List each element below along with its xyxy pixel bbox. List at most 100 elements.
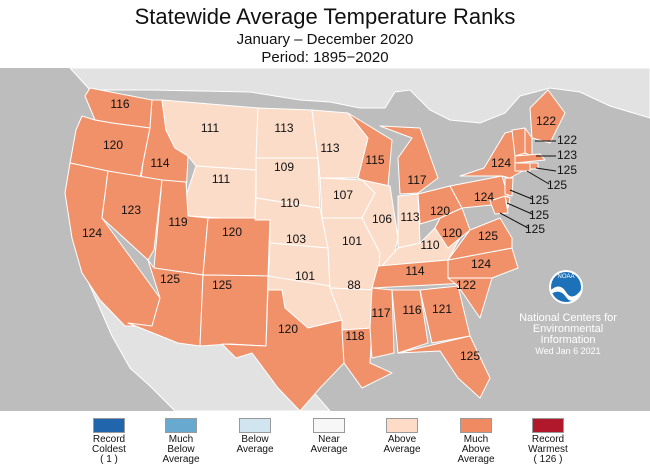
rank-label-tn: 114 [405,264,424,278]
noaa-logo-text: NOAA [557,274,574,280]
northeast-leader-lines [499,140,557,229]
rank-label-ok: 101 [295,269,315,283]
rank-label-va: 125 [478,229,498,243]
state-oh [417,185,463,225]
state-me [529,89,566,144]
legend-swatch [313,418,345,433]
state-nv [101,170,163,261]
rank-label-wv: 120 [442,226,462,240]
rank-label-nm: 125 [212,278,232,292]
legend-swatch [386,418,418,433]
rank-label-me: 122 [536,114,556,128]
rank-label-mi: 117 [407,173,426,187]
rank-label-nc: 124 [471,257,491,271]
rank-label-co: 120 [222,225,242,239]
noaa-logo: NOAA [549,270,583,304]
legend-item-above: Above Average [367,418,437,455]
legend-item-much-above: Much Above Average [441,418,511,465]
leader-line [506,202,533,215]
rank-label-oh: 120 [430,204,450,218]
map-title: Statewide Average Temperature Ranks [134,4,516,29]
state-nj [504,177,514,197]
rank-label-md: 125 [525,222,545,236]
rank-label-al: 116 [402,303,421,317]
rank-label-wi: 115 [365,153,384,167]
legend-label: Near Average [310,434,348,455]
rank-label-pa: 124 [474,190,494,204]
credit-line-2: Environmental [532,323,604,335]
rank-label-sc: 122 [456,278,476,292]
canada-land [69,68,650,124]
state-nm [199,274,269,347]
legend-item-near: Near Average [294,418,364,455]
rank-label-id: 114 [150,156,169,170]
rank-label-wa: 116 [110,97,129,111]
rank-label-wy: 111 [212,172,231,186]
rank-label-il: 106 [372,212,392,226]
rank-label-nj: 125 [529,193,549,207]
state-ms [369,287,395,359]
state-mi [379,125,439,195]
map-period: Period: 1895−2020 [261,49,389,66]
legend-swatch [239,418,271,433]
rank-label-ct: 125 [547,178,567,192]
rank-label-fl: 125 [460,349,480,363]
rank-label-ky: 110 [420,238,439,252]
rank-label-ma: 123 [557,148,577,162]
leader-line [535,167,557,172]
state-al [391,289,429,354]
state-vt [511,127,526,157]
legend-swatch [532,418,564,433]
rank-label-mt: 111 [201,121,220,135]
state-ct [514,162,531,172]
rank-label-ne: 110 [280,196,299,210]
legend-label: Above Average [383,434,421,455]
rank-label-az: 125 [160,272,180,286]
legend-label: Below Average [236,434,274,455]
credit-line-3: Information [540,334,596,346]
leader-line [526,170,550,185]
map-subtitle: January – December 2020 [236,31,414,48]
rank-label-sd: 109 [274,160,294,174]
credit-date: Wed Jan 6 2021 [535,346,601,356]
legend-swatch [165,418,197,433]
rank-label-ut: 119 [168,215,187,229]
leader-line [509,189,533,200]
legend-item-record-warmest: Record Warmest ( 126 ) [513,418,583,465]
credit-line-1: National Centers for [519,312,617,324]
rank-label-nv: 123 [121,203,141,217]
rank-label-tx: 120 [278,322,298,336]
legend-label: Record Coldest ( 1 ) [92,434,126,465]
rank-label-ny: 124 [491,156,511,170]
rank-label-nd: 113 [274,121,293,135]
legend-label: Much Above Average [457,434,495,465]
rank-label-la: 118 [345,329,364,343]
rank-label-ar: 88 [347,278,361,292]
legend-item-much-below: Much Below Average [146,418,216,465]
rank-label-mn: 113 [320,141,339,155]
state-fl [397,335,491,399]
state-shapes [64,87,566,411]
legend-label: Record Warmest ( 126 ) [528,434,568,465]
rank-label-ga: 121 [432,302,452,316]
legend-item-record-coldest: Record Coldest ( 1 ) [74,418,144,465]
rank-label-ms: 117 [371,306,390,320]
legend-swatch [93,418,125,433]
rank-label-nh: 122 [557,133,577,147]
state-va [447,217,513,261]
rank-label-ia: 107 [333,188,353,202]
legend-item-below: Below Average [220,418,290,455]
leader-line [499,212,529,229]
rank-label-mo: 101 [342,234,362,248]
rank-label-or: 120 [103,138,123,152]
rank-label-de: 125 [529,208,549,222]
rank-label-ri: 125 [557,163,577,177]
rank-label-ca: 124 [82,226,102,240]
rank-label-ks: 103 [286,232,306,246]
state-md [489,195,509,215]
legend-swatch [460,418,492,433]
legend-label: Much Below Average [162,434,200,465]
state-tx [221,289,345,411]
